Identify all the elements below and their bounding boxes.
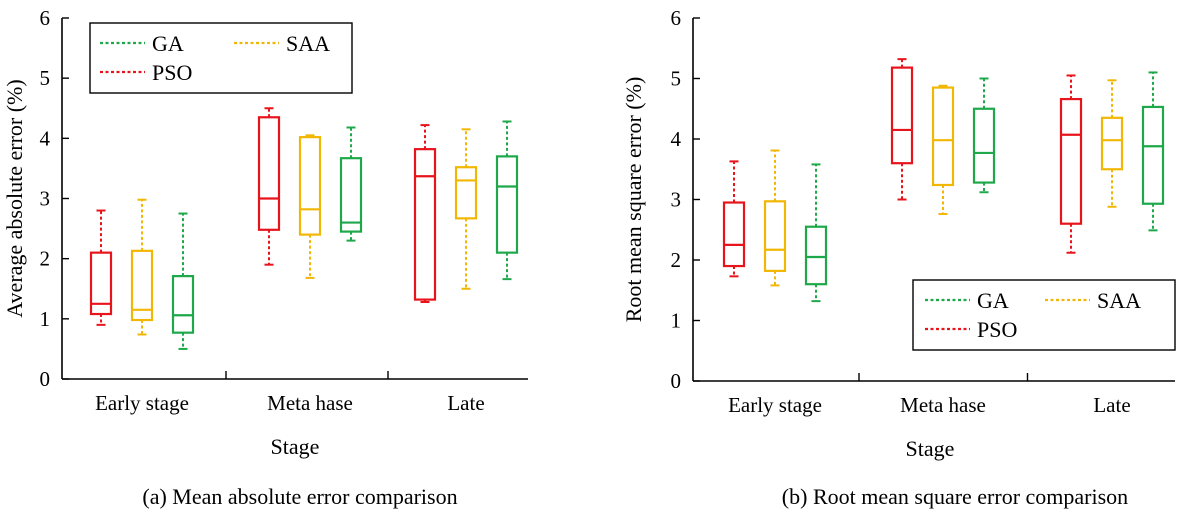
box-ga [339,126,363,242]
box-iqr [931,86,955,187]
box-pso [890,58,914,201]
x-tick-label: Early stage [728,393,822,417]
y-tick-label: 1 [671,309,682,333]
legend-label: PSO [977,317,1017,342]
y-axis-title: Average absolute error (%) [2,79,27,317]
legend-frame [89,22,353,94]
box-iqr [130,249,154,322]
x-tick-label: Late [447,391,484,415]
box-iqr [89,251,113,316]
box-ga [1141,71,1165,232]
x-axis-title: Stage [271,434,320,459]
y-tick-label: 2 [671,248,682,272]
box-iqr [1100,116,1124,171]
legend-label: SAA [1097,288,1141,313]
box-ga [171,212,195,350]
box-iqr [495,155,519,254]
box-iqr [722,201,746,268]
box-iqr [1059,97,1083,225]
y-tick-label: 4 [40,126,51,150]
box-saa [931,84,955,216]
box-iqr [257,116,281,231]
y-tick-label: 0 [671,369,682,393]
box-iqr [413,148,437,301]
box-saa [1100,79,1124,208]
box-ga [495,120,519,281]
legend: GA SAA PSO [89,22,353,94]
box-pso [257,107,281,266]
x-tick-label: Early stage [95,391,189,415]
x-tick-label: Meta hase [267,391,353,415]
box-pso [413,124,437,303]
box-iqr [171,275,195,334]
y-tick-label: 1 [40,307,51,331]
legend-item-saa: SAA [1045,288,1141,313]
legend-item-ga: GA [925,288,1009,313]
y-tick-label: 5 [40,66,51,90]
x-tick-label: Late [1093,393,1130,417]
box-iqr [890,66,914,165]
legend-frame [912,279,1176,351]
box-saa [298,134,322,279]
box-iqr [804,225,828,286]
box-saa [454,128,478,290]
y-tick-label: 6 [40,6,51,30]
y-tick-label: 0 [40,367,51,391]
box-iqr [1141,105,1165,205]
chart-panel-a: 0 1 2 3 4 5 6 Early stage Meta hase Late Stage Aver… [2,6,528,509]
legend-label: PSO [152,60,192,85]
box-ga [804,163,828,303]
legend-item-ga: GA [100,31,184,56]
box-iqr [972,107,996,184]
box-ga [972,77,996,194]
legend-item-pso: PSO [925,317,1017,342]
y-tick-label: 5 [671,67,682,91]
box-iqr [339,157,363,233]
y-tick-label: 2 [40,247,51,271]
y-tick-label: 3 [40,187,51,211]
x-tick-label: Meta hase [900,393,986,417]
y-axis-title: Root mean square error (%) [621,77,646,323]
x-axis-title: Stage [906,436,955,461]
box-saa [130,198,154,336]
box-pso [1059,74,1083,254]
legend-label: GA [977,288,1009,313]
legend: GA SAA PSO [912,279,1176,351]
legend-item-pso: PSO [100,60,192,85]
legend-label: GA [152,31,184,56]
box-pso [722,160,746,278]
legend-label: SAA [286,31,330,56]
box-iqr [298,136,322,236]
figure-caption: (b) Root mean square error comparison [782,484,1128,509]
y-tick-label: 6 [671,6,682,30]
figure-caption: (a) Mean absolute error comparison [142,484,457,509]
chart-panel-b: 0 1 2 3 4 5 6 Early stage Meta hase Late Stage Root… [621,6,1176,509]
box-iqr [763,200,787,272]
box-iqr [454,166,478,220]
legend-item-saa: SAA [234,31,330,56]
box-saa [763,149,787,287]
box-pso [89,209,113,326]
y-tick-label: 4 [671,127,682,151]
y-tick-label: 3 [671,188,682,212]
